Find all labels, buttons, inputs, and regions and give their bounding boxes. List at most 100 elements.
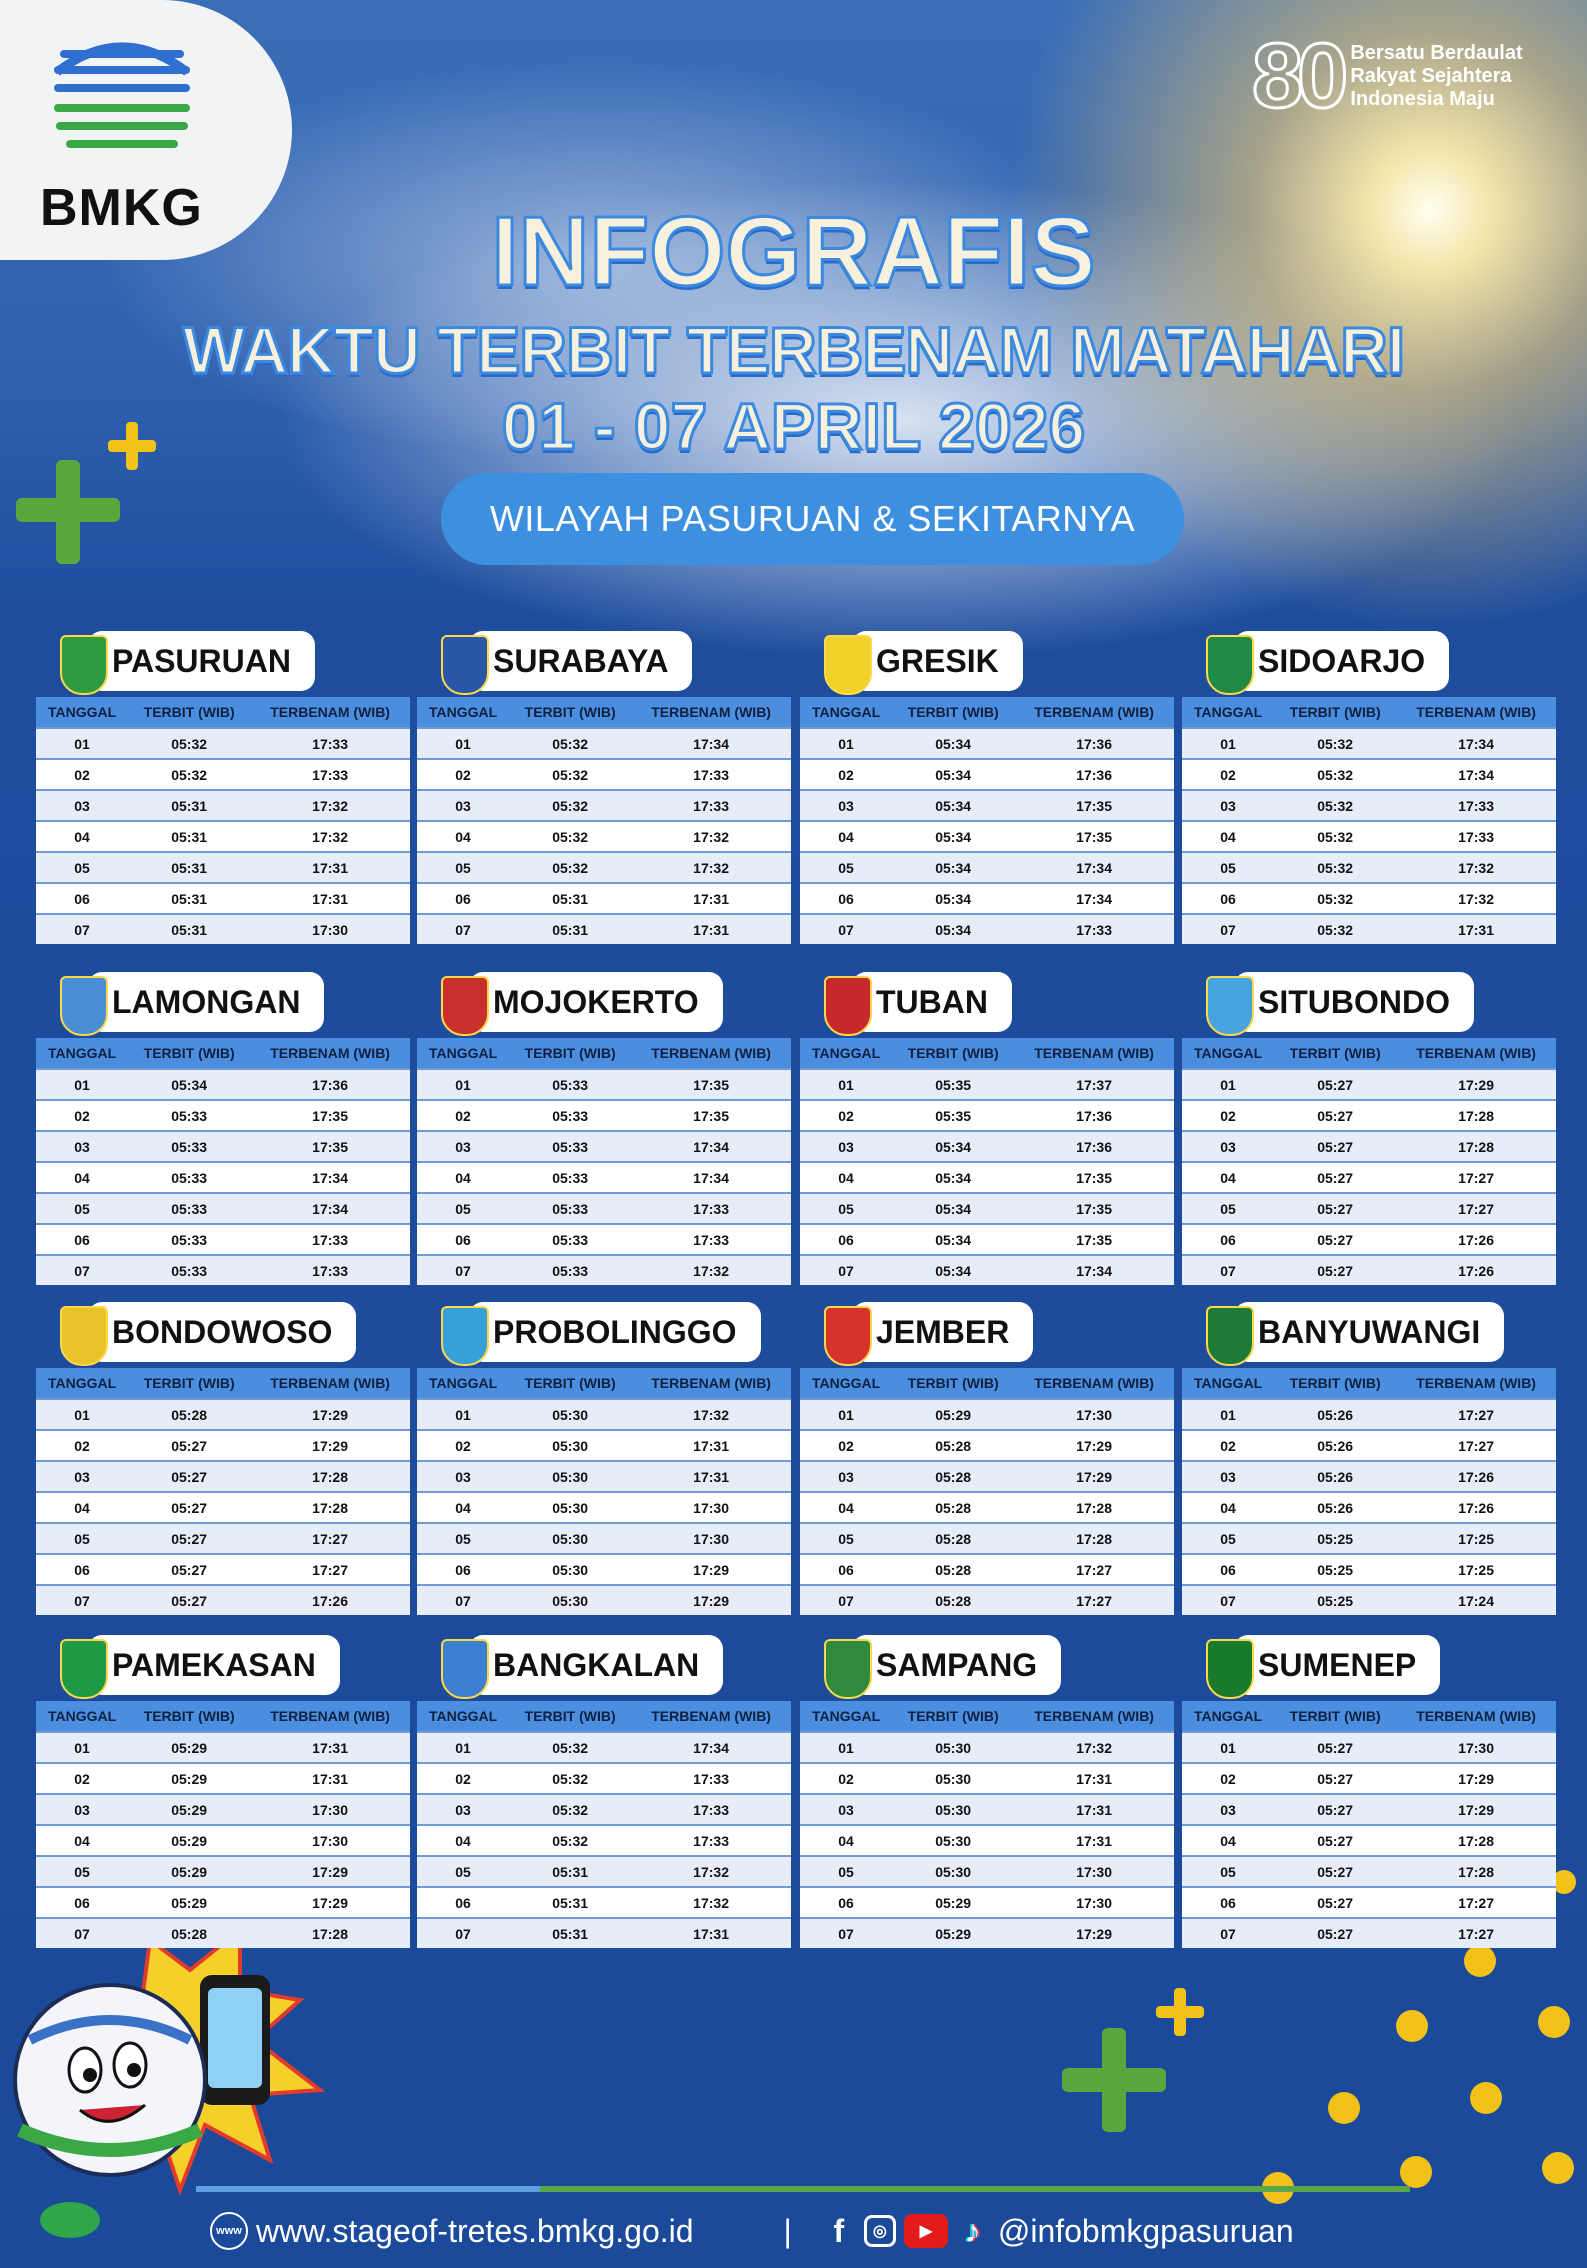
sunset-cell: 17:30 [250, 1824, 410, 1856]
sunset-cell: 17:32 [1396, 851, 1556, 883]
date-cell: 07 [36, 913, 129, 944]
sunrise-cell: 05:30 [509, 1398, 632, 1430]
table-row: 02 05:30 17:31 [800, 1762, 1174, 1794]
sunrise-cell: 05:27 [1274, 1192, 1397, 1224]
website-link[interactable]: www.stageof-tretes.bmkg.go.id [256, 2212, 694, 2249]
date-cell: 06 [417, 1886, 510, 1918]
table-row: 03 05:30 17:31 [800, 1793, 1174, 1825]
tiktok-icon[interactable]: ♪ [964, 2212, 981, 2249]
sunrise-cell: 05:29 [128, 1731, 251, 1763]
sunrise-cell: 05:32 [509, 1793, 632, 1825]
sunrise-cell: 05:31 [128, 882, 251, 914]
youtube-icon[interactable]: ▶ [903, 2214, 948, 2248]
facebook-icon[interactable]: f [833, 2212, 845, 2249]
table-header: TANGGAL TERBIT (WIB) TERBENAM (WIB) [800, 1038, 1174, 1069]
table-row: 03 05:34 17:35 [800, 789, 1174, 821]
column-header: TANGGAL [36, 1368, 129, 1399]
table-row: 04 05:30 17:31 [800, 1824, 1174, 1856]
column-header: TERBENAM (WIB) [1396, 697, 1556, 728]
table-row: 03 05:27 17:28 [36, 1460, 410, 1492]
date-cell: 03 [800, 1460, 893, 1492]
sunrise-cell: 05:28 [128, 1398, 251, 1430]
table-row: 06 05:25 17:25 [1182, 1553, 1556, 1585]
sunrise-cell: 05:30 [509, 1584, 632, 1615]
date-cell: 02 [1182, 758, 1275, 790]
social-handle[interactable]: @infobmkgpasuruan [997, 2212, 1294, 2249]
table-row: 06 05:33 17:33 [417, 1223, 791, 1255]
instagram-icon[interactable]: ◎ [863, 2215, 896, 2247]
sunset-cell: 17:26 [1396, 1460, 1556, 1492]
column-header: TANGGAL [800, 1368, 893, 1399]
sunrise-cell: 05:28 [892, 1460, 1015, 1492]
date-cell: 02 [36, 1429, 129, 1461]
sunset-cell: 17:29 [1014, 1460, 1174, 1492]
sunrise-cell: 05:28 [892, 1553, 1015, 1585]
table-row: 06 05:31 17:31 [417, 882, 791, 914]
sunrise-cell: 05:32 [1274, 789, 1397, 821]
sunrise-cell: 05:34 [892, 1130, 1015, 1162]
sunset-cell: 17:32 [631, 1398, 791, 1430]
sunrise-cell: 05:33 [509, 1068, 632, 1100]
sunset-cell: 17:26 [1396, 1223, 1556, 1255]
sunset-cell: 17:34 [631, 1731, 791, 1763]
sunset-cell: 17:34 [631, 1130, 791, 1162]
sunset-cell: 17:29 [1014, 1917, 1174, 1948]
sunset-cell: 17:31 [1014, 1762, 1174, 1794]
region-name-badge: BANGKALAN [469, 1635, 724, 1695]
region-name-badge: BANYUWANGI [1234, 1302, 1505, 1362]
sun-times-table: TANGGAL TERBIT (WIB) TERBENAM (WIB) 01 05:26… [1182, 1368, 1556, 1615]
sunrise-cell: 05:29 [128, 1793, 251, 1825]
sunrise-cell: 05:34 [892, 1161, 1015, 1193]
date-cell: 04 [800, 820, 893, 852]
region-name: BANYUWANGI [1258, 1313, 1481, 1350]
sunset-cell: 17:29 [1014, 1429, 1174, 1461]
date-cell: 06 [800, 882, 893, 914]
sunset-cell: 17:33 [631, 1192, 791, 1224]
sunset-cell: 17:28 [250, 1460, 410, 1492]
date-cell: 01 [800, 1398, 893, 1430]
sunrise-cell: 05:27 [128, 1491, 251, 1523]
sunset-cell: 17:31 [631, 882, 791, 914]
region-name-badge: PASURUAN [88, 631, 315, 691]
table-row: 06 05:27 17:27 [1182, 1886, 1556, 1918]
sunrise-cell: 05:27 [1274, 1917, 1397, 1948]
sunset-cell: 17:31 [1014, 1824, 1174, 1856]
sunrise-cell: 05:34 [892, 851, 1015, 883]
sunset-cell: 17:36 [1014, 1099, 1174, 1131]
dot-decoration [1538, 2006, 1570, 2038]
table-header: TANGGAL TERBIT (WIB) TERBENAM (WIB) [800, 1701, 1174, 1732]
sunrise-cell: 05:32 [509, 758, 632, 790]
table-row: 04 05:32 17:33 [1182, 820, 1556, 852]
sunrise-cell: 05:29 [128, 1855, 251, 1887]
sun-times-table: TANGGAL TERBIT (WIB) TERBENAM (WIB) 01 05:30… [800, 1701, 1174, 1948]
anniversary-tagline: Bersatu Berdaulat Rakyat Sejahtera Indon… [1350, 42, 1522, 111]
date-cell: 05 [800, 1855, 893, 1887]
date-cell: 03 [800, 1130, 893, 1162]
region-name: SAMPANG [876, 1646, 1038, 1683]
anniversary-logo: 80 Bersatu Berdaulat Rakyat Sejahtera In… [1250, 29, 1522, 124]
date-cell: 01 [417, 727, 510, 759]
date-cell: 07 [417, 1917, 510, 1948]
date-cell: 07 [1182, 1917, 1275, 1948]
table-row: 07 05:28 17:28 [36, 1917, 410, 1948]
region-name: BONDOWOSO [112, 1313, 333, 1350]
sunset-cell: 17:28 [1014, 1491, 1174, 1523]
tagline-line: Indonesia Maju [1350, 87, 1495, 110]
table-row: 05 05:27 17:27 [36, 1522, 410, 1554]
date-cell: 07 [36, 1584, 129, 1615]
region-name: SIDOARJO [1258, 642, 1426, 679]
column-header: TERBENAM (WIB) [1396, 1368, 1556, 1399]
sunrise-cell: 05:26 [1274, 1460, 1397, 1492]
sunset-cell: 17:31 [250, 1731, 410, 1763]
sun-times-table: TANGGAL TERBIT (WIB) TERBENAM (WIB) 01 05:32… [417, 697, 791, 944]
region-name-badge: SAMPANG [852, 1635, 1062, 1695]
date-cell: 02 [36, 758, 129, 790]
table-row: 03 05:30 17:31 [417, 1460, 791, 1492]
table-row: 07 05:31 17:31 [417, 913, 791, 944]
table-row: 05 05:33 17:34 [36, 1192, 410, 1224]
table-row: 05 05:25 17:25 [1182, 1522, 1556, 1554]
table-row: 04 05:34 17:35 [800, 820, 1174, 852]
region-name-badge: MOJOKERTO [469, 972, 723, 1032]
date-cell: 04 [417, 1824, 510, 1856]
region-name: PAMEKASAN [112, 1646, 316, 1683]
